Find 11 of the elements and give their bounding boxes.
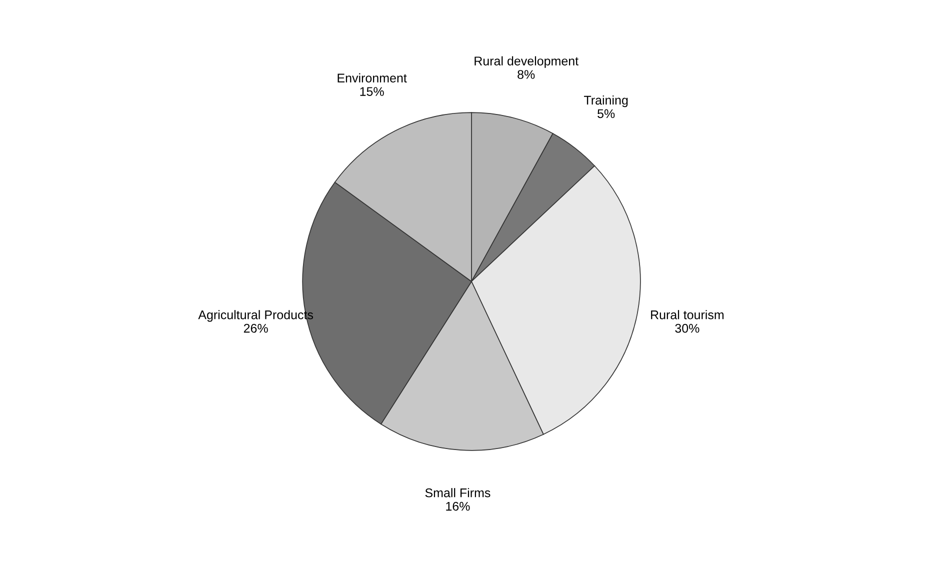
- slice-label: Rural development: [474, 56, 578, 68]
- data-label: 26%: [244, 324, 268, 333]
- slice-label: Small Firms: [425, 488, 490, 498]
- data-label: 30%: [675, 324, 700, 333]
- slice-label: Training: [584, 95, 628, 108]
- slice-label: Environment: [338, 73, 407, 82]
- data-label: 15%: [360, 87, 384, 96]
- slice-label: Rural tourism: [651, 310, 724, 320]
- data-label: 16%: [446, 502, 470, 511]
- data-label: 5%: [598, 109, 615, 118]
- data-label: 8%: [518, 70, 535, 79]
